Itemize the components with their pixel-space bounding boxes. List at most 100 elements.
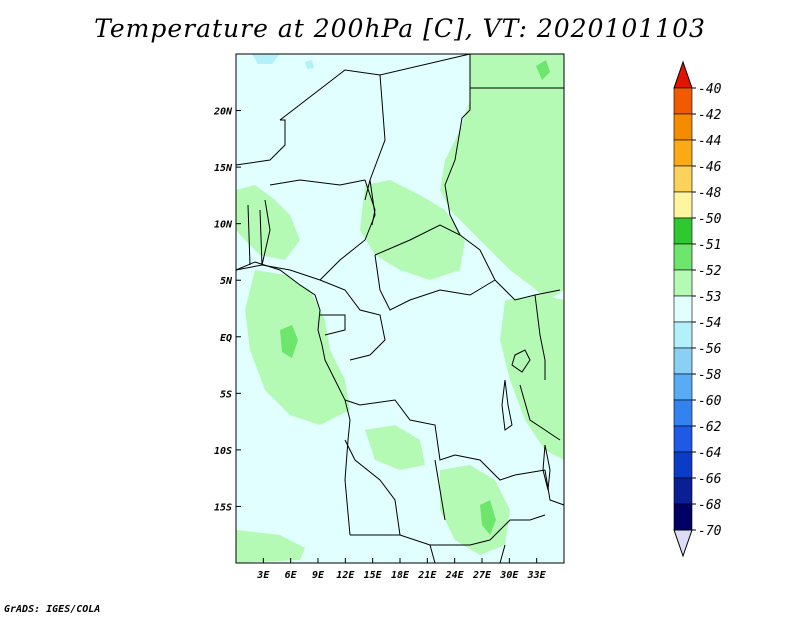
border-niger-chad: [364, 74, 386, 201]
colorbar-top-arrow: [673, 60, 693, 89]
border-uganda-kenya: [534, 294, 546, 380]
colorbar-segment: [673, 451, 693, 479]
lon-tick-label: 3E: [256, 570, 270, 581]
colorbar: -40 -42 -44 -46 -48 -50 -51 -52 -53 -54 -56 -58 -60 -…: [673, 60, 722, 558]
colorbar-label: -40: [698, 82, 722, 97]
lat-tick-label: 5N: [220, 276, 233, 287]
border-libya-egypt: [461, 54, 471, 119]
lon-tick-label: 18E: [391, 570, 410, 581]
colorbar-segment: [673, 191, 693, 219]
lat-tick-label: 10S: [214, 446, 232, 457]
fill-region-central-north: [360, 180, 465, 280]
lon-tick-label: 15E: [364, 570, 383, 581]
lat-tick-label: 5S: [220, 389, 232, 400]
fill-patch-northwest: [252, 54, 280, 64]
border-gabon: [320, 314, 346, 336]
colorbar-segment: [673, 347, 693, 375]
fill-patch-north: [305, 60, 314, 69]
longitude-axis: 3E 6E 9E 12E 15E 18E 21E 24E 27E 30E 33E: [256, 558, 547, 581]
colorbar-segment: [673, 373, 693, 401]
colorbar-label: -42: [698, 108, 722, 123]
fill-patch-northeast: [536, 60, 550, 80]
grads-credit: GrADS: IGES/COLA: [4, 604, 101, 615]
colorbar-label: -58: [698, 368, 722, 383]
contour-fill-minus-52: [280, 60, 550, 535]
lat-tick-label: 20N: [213, 107, 233, 118]
fill-patch-gabon: [280, 325, 298, 358]
lon-tick-label: 21E: [417, 570, 437, 581]
border-cameroon: [319, 179, 376, 281]
border-east-africa: [494, 279, 561, 301]
colorbar-label: -64: [698, 446, 721, 461]
border-mozambique: [544, 469, 565, 506]
colorbar-label: -56: [698, 342, 722, 357]
colorbar-label: -70: [698, 524, 722, 539]
lat-tick-label: EQ: [220, 333, 232, 344]
border-chad-sudan: [444, 117, 463, 236]
colorbar-segment: [673, 243, 693, 271]
lon-tick-label: 33E: [527, 570, 547, 581]
colorbar-label: -60: [698, 394, 722, 409]
colorbar-segment: [673, 295, 693, 323]
latitude-axis: 20N 15N 10N 5N EQ 5S 10S 15S: [213, 107, 241, 513]
colorbar-segment: [673, 425, 693, 453]
contour-fill-minus-53: [236, 54, 564, 563]
fill-region-angola: [365, 425, 425, 470]
contour-fill-minus-56: [252, 54, 314, 69]
colorbar-label: -62: [698, 420, 722, 435]
lake-victoria: [511, 349, 531, 373]
colorbar-segment: [673, 87, 693, 115]
border-drc-angola: [344, 399, 456, 461]
lat-tick-label: 15N: [214, 163, 233, 174]
colorbar-label: -46: [698, 160, 722, 175]
map-plot-area: [235, 53, 565, 564]
border-benin-togo: [247, 204, 263, 266]
colorbar-segment: [673, 217, 693, 245]
fill-region-southwest: [236, 530, 305, 563]
colorbar-segment: [673, 139, 693, 167]
colorbar-label: -44: [698, 134, 721, 149]
border-sahel: [269, 179, 366, 186]
map-title: Temperature at 200hPa [C], VT: 202010110…: [94, 14, 706, 43]
fill-region-south: [440, 465, 510, 555]
colorbar-segment: [673, 477, 693, 505]
border-car: [374, 224, 496, 281]
colorbar-segment: [673, 321, 693, 349]
colorbar-label: -50: [698, 212, 722, 227]
lon-tick-label: 27E: [472, 570, 492, 581]
lon-tick-label: 12E: [336, 570, 355, 581]
colorbar-label: -51: [698, 238, 721, 253]
lon-tick-label: 9E: [312, 570, 325, 581]
lake-tanganyika: [501, 379, 513, 431]
colorbar-label: -48: [698, 186, 722, 201]
fill-patch-south: [480, 500, 496, 535]
colorbar-segment: [673, 399, 693, 427]
colorbar-segment: [673, 113, 693, 141]
colorbar-segment: [673, 269, 693, 297]
border-angola-zambia: [434, 459, 446, 521]
country-borders: [235, 53, 565, 564]
river-nile: [364, 179, 376, 226]
border-west-coast: [235, 264, 263, 271]
colorbar-segment: [673, 165, 693, 193]
colorbar-label: -68: [698, 498, 722, 513]
fill-region-gulf-guinea: [245, 270, 350, 425]
border-zambia: [454, 454, 546, 481]
colorbar-label: -53: [698, 290, 721, 305]
colorbar-label: -52: [698, 264, 722, 279]
border-angola-east: [344, 439, 401, 536]
lon-tick-label: 6E: [285, 570, 298, 581]
colorbar-bottom-arrow: [673, 529, 693, 558]
lon-tick-label: 30E: [499, 570, 519, 581]
border-mali-niger: [235, 119, 286, 166]
fill-region-east-lakes: [500, 295, 564, 460]
lon-tick-label: 24E: [445, 570, 465, 581]
border-south: [429, 544, 506, 564]
fill-region-northeast: [440, 54, 564, 300]
lat-tick-label: 10N: [214, 220, 233, 231]
colorbar-label: -54: [698, 316, 721, 331]
border-drc-north: [374, 254, 496, 311]
colorbar-label: -66: [698, 472, 722, 487]
coastline-gulf: [235, 261, 351, 536]
